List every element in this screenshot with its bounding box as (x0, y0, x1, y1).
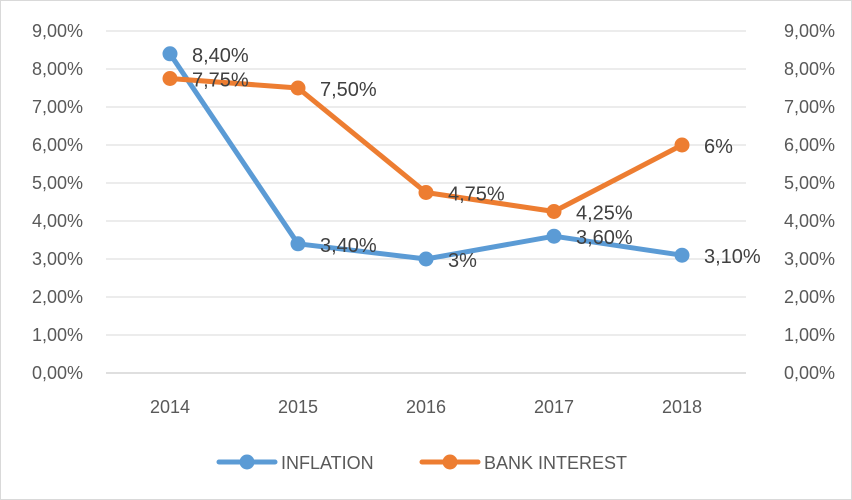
y-tick-label-right: 3,00% (784, 249, 835, 269)
data-point (546, 228, 562, 244)
data-point (290, 236, 306, 252)
data-point (162, 71, 178, 86)
y-tick-label-right: 5,00% (784, 173, 835, 193)
data-label: 4,25% (576, 203, 633, 225)
legend-marker (442, 454, 458, 470)
gridlines (106, 30, 746, 374)
data-label: 6% (704, 136, 733, 158)
y-tick-label-left: 0,00% (32, 363, 83, 383)
legend: INFLATION BANK INTEREST (216, 453, 627, 473)
data-label: 7,50% (320, 79, 377, 101)
data-label: 3,40% (320, 235, 377, 257)
data-label: 4,75% (448, 184, 505, 206)
data-point (546, 204, 562, 219)
series-layer (162, 46, 690, 267)
y-tick-label-left: 5,00% (32, 173, 83, 193)
legend-label: BANK INTEREST (484, 453, 627, 473)
x-tick-label: 2016 (406, 397, 446, 417)
data-point (162, 46, 178, 62)
y-tick-label-left: 6,00% (32, 135, 83, 155)
data-label: 3% (448, 250, 477, 272)
y-tick-label-right: 0,00% (784, 363, 835, 383)
y-tick-label-right: 1,00% (784, 325, 835, 345)
y-tick-label-left: 4,00% (32, 211, 83, 231)
y-tick-label-right: 4,00% (784, 211, 835, 231)
y-axis-right: 0,00% 1,00% 2,00% 3,00% 4,00% 5,00% 6,00% 7,00%… (784, 21, 835, 383)
data-point (674, 247, 690, 263)
data-label: 3,60% (576, 227, 633, 249)
y-tick-label-right: 8,00% (784, 59, 835, 79)
y-tick-label-left: 8,00% (32, 59, 83, 79)
data-point (674, 137, 690, 153)
data-label: 8,40% (192, 45, 249, 67)
legend-marker (239, 454, 255, 470)
data-label: 7,75% (192, 70, 249, 92)
y-tick-label-left: 9,00% (32, 21, 83, 41)
data-labels: 8,40% 3,40% 3% 3,60% 3,10% 7,75% 7,50% 4,75% 4,2… (192, 45, 761, 272)
y-tick-label-left: 1,00% (32, 325, 83, 345)
data-label: 3,10% (704, 246, 761, 268)
x-tick-label: 2018 (662, 397, 702, 417)
y-tick-label-right: 2,00% (784, 287, 835, 307)
y-tick-label-right: 6,00% (784, 135, 835, 155)
y-tick-label-left: 3,00% (32, 249, 83, 269)
y-tick-label-right: 7,00% (784, 97, 835, 117)
y-axis-left: 0,00% 1,00% 2,00% 3,00% 4,00% 5,00% 6,00% 7,00%… (32, 21, 83, 383)
data-point (418, 185, 434, 200)
data-point (290, 80, 306, 96)
legend-label: INFLATION (281, 453, 374, 473)
y-tick-label-right: 9,00% (784, 21, 835, 41)
x-tick-label: 2015 (278, 397, 318, 417)
y-tick-label-left: 2,00% (32, 287, 83, 307)
y-tick-label-left: 7,00% (32, 97, 83, 117)
x-tick-label: 2017 (534, 397, 574, 417)
data-point (418, 251, 434, 267)
x-tick-label: 2014 (150, 397, 190, 417)
x-axis: 2014 2015 2016 2017 2018 (150, 397, 702, 417)
